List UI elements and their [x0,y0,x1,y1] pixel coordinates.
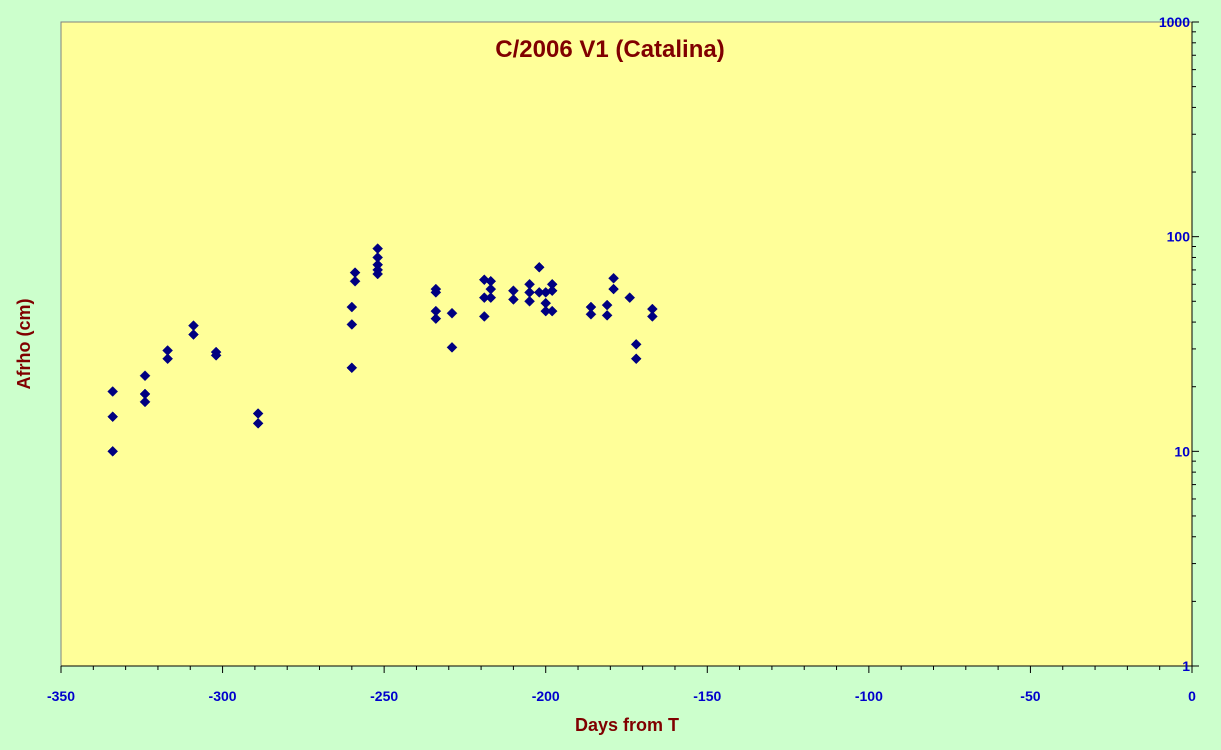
data-point-marker [188,329,199,340]
data-point-marker [485,292,497,303]
data-point-marker [107,445,119,457]
data-point-marker [608,283,619,295]
data-point-marker [533,261,545,273]
data-point-marker [608,272,619,284]
data-point-marker [349,275,361,287]
data-point-marker [446,342,458,353]
plot-area [60,21,1193,667]
data-point-marker [630,353,642,365]
data-point-marker [252,418,264,429]
x-tick-label: -100 [855,688,883,704]
data-point-marker [139,370,151,382]
x-axis: -350 -300 -250 -200 -150 -100 -50 0 [47,665,1196,704]
data-point-marker [478,311,490,322]
data-point-marker [446,307,458,319]
x-tick-label: -250 [370,688,398,704]
data-point-marker [107,411,119,423]
x-axis-title: Days from T [575,715,679,735]
data-point-marker [624,292,636,303]
data-point-marker [372,268,384,280]
y-axis-title: Afrho (cm) [14,299,34,390]
data-point-marker [546,305,558,317]
data-point-marker [139,396,151,408]
data-point-marker [162,353,173,365]
y-tick-label: 10 [1174,443,1190,459]
x-tick-label: -50 [1020,688,1040,704]
x-tick-label: -150 [693,688,721,704]
y-tick-label: 100 [1167,229,1191,245]
data-point-marker [508,294,519,305]
data-point-marker [585,308,597,320]
data-point-marker [346,319,358,330]
data-point-marker [430,287,442,298]
chart-title: C/2006 V1 (Catalina) [495,36,724,63]
y-tick-label: 1000 [1159,14,1190,30]
data-point-marker [346,301,358,313]
data-point-marker [646,311,658,322]
data-point-marker [430,313,442,325]
data-point-marker [601,309,613,321]
x-tick-label: -300 [209,688,237,704]
data-point-marker [524,295,535,307]
data-point-marker [210,349,222,361]
data-point-marker [346,362,358,374]
y-axis: 1 10 100 1000 [1159,14,1199,674]
data-point-marker [546,285,558,297]
data-point-marker [107,386,119,397]
data-point-marker [630,339,642,350]
data-markers [107,243,658,457]
x-tick-label: -350 [47,688,75,704]
x-tick-label: -200 [532,688,560,704]
y-tick-label: 1 [1182,658,1190,674]
x-tick-label: 0 [1188,688,1196,704]
